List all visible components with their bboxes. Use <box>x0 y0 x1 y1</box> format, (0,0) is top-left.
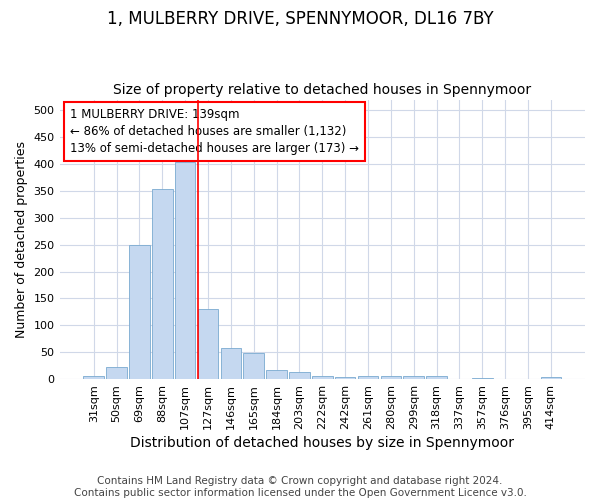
Bar <box>426 376 447 379</box>
Bar <box>403 376 424 379</box>
Text: 1, MULBERRY DRIVE, SPENNYMOOR, DL16 7BY: 1, MULBERRY DRIVE, SPENNYMOOR, DL16 7BY <box>107 10 493 28</box>
Bar <box>244 354 264 379</box>
Bar <box>312 376 332 379</box>
Bar <box>358 376 378 379</box>
Y-axis label: Number of detached properties: Number of detached properties <box>15 141 28 338</box>
Bar <box>335 377 355 379</box>
Bar <box>198 309 218 379</box>
Text: 1 MULBERRY DRIVE: 139sqm
← 86% of detached houses are smaller (1,132)
13% of sem: 1 MULBERRY DRIVE: 139sqm ← 86% of detach… <box>70 108 359 155</box>
Bar <box>266 370 287 379</box>
Bar <box>175 162 196 379</box>
X-axis label: Distribution of detached houses by size in Spennymoor: Distribution of detached houses by size … <box>130 436 514 450</box>
Bar <box>380 376 401 379</box>
Text: Contains HM Land Registry data © Crown copyright and database right 2024.
Contai: Contains HM Land Registry data © Crown c… <box>74 476 526 498</box>
Bar <box>472 378 493 379</box>
Bar <box>152 190 173 379</box>
Bar <box>106 367 127 379</box>
Bar <box>129 244 150 379</box>
Bar <box>221 348 241 379</box>
Title: Size of property relative to detached houses in Spennymoor: Size of property relative to detached ho… <box>113 83 532 97</box>
Bar <box>83 376 104 379</box>
Bar <box>541 378 561 379</box>
Bar <box>289 372 310 379</box>
